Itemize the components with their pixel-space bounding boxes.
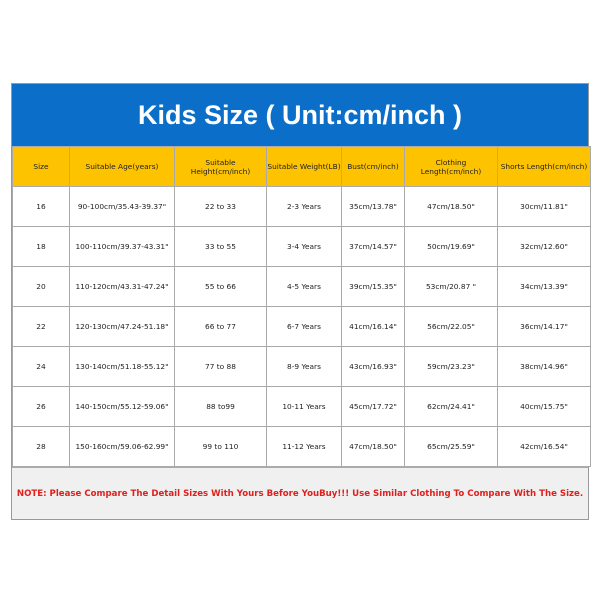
column-header: Suitable Age(years) bbox=[69, 146, 175, 187]
table-cell: 33 to 55 bbox=[174, 226, 267, 267]
table-cell: 37cm/14.57" bbox=[341, 226, 405, 267]
table-cell: 2-3 Years bbox=[266, 186, 342, 227]
table-row: 26 140-150cm/55.12-59.06" 88 to99 10-11 Yea… bbox=[12, 386, 591, 427]
size-note: NOTE: Please Compare The Detail Sizes Wi… bbox=[12, 467, 588, 519]
table-row: 16 90-100cm/35.43-39.37" 22 to 33 2-3 Years… bbox=[12, 186, 591, 227]
table-cell: 18 bbox=[12, 226, 70, 267]
table-cell: 38cm/14.96" bbox=[497, 346, 591, 387]
table-cell: 47cm/18.50" bbox=[404, 186, 498, 227]
table-cell: 45cm/17.72" bbox=[341, 386, 405, 427]
table-cell: 100-110cm/39.37-43.31" bbox=[69, 226, 175, 267]
table-cell: 6-7 Years bbox=[266, 306, 342, 347]
table-cell: 41cm/16.14" bbox=[341, 306, 405, 347]
table-cell: 43cm/16.93" bbox=[341, 346, 405, 387]
table-cell: 53cm/20.87 " bbox=[404, 266, 498, 307]
column-header: Shorts Length(cm/inch) bbox=[497, 146, 591, 187]
table-cell: 30cm/11.81" bbox=[497, 186, 591, 227]
table-cell: 66 to 77 bbox=[174, 306, 267, 347]
table-cell: 3-4 Years bbox=[266, 226, 342, 267]
table-cell: 42cm/16.54" bbox=[497, 426, 591, 467]
table-row: 22 120-130cm/47.24-51.18" 66 to 77 6-7 Year… bbox=[12, 306, 591, 347]
table-cell: 8-9 Years bbox=[266, 346, 342, 387]
table-cell: 16 bbox=[12, 186, 70, 227]
size-chart: Kids Size ( Unit:cm/inch ) Size Suitable … bbox=[11, 83, 591, 520]
table-cell: 36cm/14.17" bbox=[497, 306, 591, 347]
column-header: Suitable Height(cm/inch) bbox=[174, 146, 267, 187]
table-cell: 110-120cm/43.31-47.24" bbox=[69, 266, 175, 307]
table-cell: 22 to 33 bbox=[174, 186, 267, 227]
table-cell: 77 to 88 bbox=[174, 346, 267, 387]
table-cell: 4-5 Years bbox=[266, 266, 342, 307]
table-cell: 130-140cm/51.18-55.12" bbox=[69, 346, 175, 387]
table-cell: 55 to 66 bbox=[174, 266, 267, 307]
table-cell: 50cm/19.69" bbox=[404, 226, 498, 267]
table-row: 20 110-120cm/43.31-47.24" 55 to 66 4-5 Year… bbox=[12, 266, 591, 307]
table-cell: 140-150cm/55.12-59.06" bbox=[69, 386, 175, 427]
table-cell: 59cm/23.23" bbox=[404, 346, 498, 387]
table-cell: 20 bbox=[12, 266, 70, 307]
table-cell: 56cm/22.05" bbox=[404, 306, 498, 347]
table-cell: 32cm/12.60" bbox=[497, 226, 591, 267]
table-cell: 34cm/13.39" bbox=[497, 266, 591, 307]
table-cell: 28 bbox=[12, 426, 70, 467]
table-cell: 39cm/15.35" bbox=[341, 266, 405, 307]
table-cell: 99 to 110 bbox=[174, 426, 267, 467]
table-cell: 10-11 Years bbox=[266, 386, 342, 427]
column-header: Clothing Length(cm/inch) bbox=[404, 146, 498, 187]
table-cell: 26 bbox=[12, 386, 70, 427]
column-header: Bust(cm/inch) bbox=[341, 146, 405, 187]
table-cell: 90-100cm/35.43-39.37" bbox=[69, 186, 175, 227]
size-table: Size Suitable Age(years) Suitable Height(c… bbox=[12, 146, 591, 467]
table-row: 24 130-140cm/51.18-55.12" 77 to 88 8-9 Year… bbox=[12, 346, 591, 387]
table-cell: 120-130cm/47.24-51.18" bbox=[69, 306, 175, 347]
table-row: 18 100-110cm/39.37-43.31" 33 to 55 3-4 Year… bbox=[12, 226, 591, 267]
table-cell: 11-12 Years bbox=[266, 426, 342, 467]
table-cell: 65cm/25.59" bbox=[404, 426, 498, 467]
column-header: Size bbox=[12, 146, 70, 187]
table-cell: 47cm/18.50" bbox=[341, 426, 405, 467]
table-cell: 35cm/13.78" bbox=[341, 186, 405, 227]
table-cell: 88 to99 bbox=[174, 386, 267, 427]
table-row: 28 150-160cm/59.06-62.99" 99 to 110 11-12 Y… bbox=[12, 426, 591, 467]
table-cell: 24 bbox=[12, 346, 70, 387]
column-header: Suitable Weight(LB) bbox=[266, 146, 342, 187]
table-cell: 62cm/24.41" bbox=[404, 386, 498, 427]
table-cell: 150-160cm/59.06-62.99" bbox=[69, 426, 175, 467]
chart-title: Kids Size ( Unit:cm/inch ) bbox=[12, 84, 588, 146]
table-cell: 22 bbox=[12, 306, 70, 347]
table-cell: 40cm/15.75" bbox=[497, 386, 591, 427]
header-row: Size Suitable Age(years) Suitable Height(c… bbox=[12, 146, 591, 187]
